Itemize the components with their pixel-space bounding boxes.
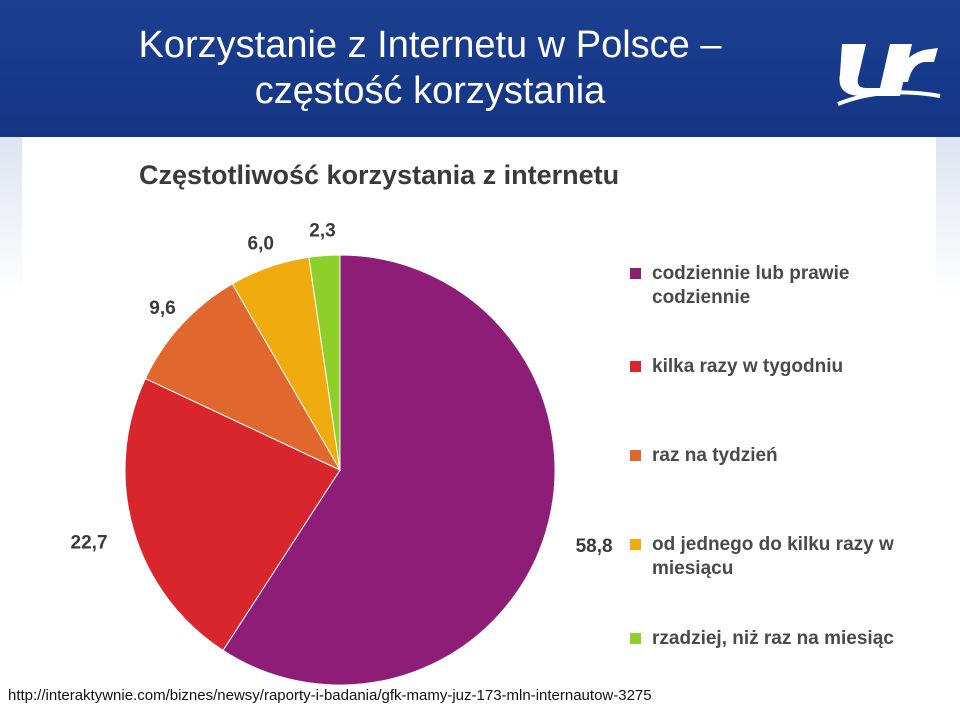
- legend-label-3: raz na tydzień: [652, 445, 778, 466]
- slide-title-line-1: Korzystanie z Internetu w Polsce –: [138, 24, 722, 66]
- legend-swatch-1: [630, 268, 641, 279]
- source-url[interactable]: http://interaktywnie.com/biznes/newsy/ra…: [8, 687, 652, 704]
- slide-title-line-2: częstość korzystania: [254, 70, 606, 112]
- legend-label-2: kilka razy w tygodniu: [652, 356, 844, 377]
- pie-slice-2: [124, 377, 341, 652]
- legend-swatch-5: [630, 633, 641, 644]
- slice-value-label-2: 22,7: [71, 533, 108, 554]
- university-logo-icon: [837, 44, 941, 106]
- pie-slice-3: [144, 283, 342, 472]
- legend-swatch-2: [630, 361, 641, 372]
- slide-header: Korzystanie z Internetu w Polsce – częst…: [0, 0, 960, 137]
- legend-label-5: rzadziej, niż raz na miesiąc: [652, 628, 894, 649]
- slice-value-label-5: 2,3: [309, 221, 335, 242]
- left-edge-decoration: [0, 137, 22, 297]
- legend-swatch-3: [630, 450, 641, 461]
- slice-value-label-4: 6,0: [248, 233, 274, 254]
- pie-slice-5: [308, 254, 341, 471]
- legend-swatch-4: [630, 539, 641, 550]
- slide-title: Korzystanie z Internetu w Polsce – częst…: [60, 22, 800, 114]
- slice-value-label-3: 9,6: [149, 298, 175, 319]
- chart-title: Częstotliwość korzystania z internetu: [139, 160, 620, 190]
- pie-slice-1: [222, 254, 556, 685]
- pie-chart: 58,8 22,7 9,6 6,0 2,3: [71, 221, 613, 685]
- legend-label-1: codziennie lub prawie codziennie: [652, 263, 850, 308]
- chart-area: Częstotliwość korzystania z internetu 58…: [22, 140, 936, 685]
- right-edge-decoration: [936, 137, 960, 297]
- slice-value-label-1: 58,8: [576, 536, 613, 557]
- legend-label-4: od jednego do kilku razy w miesiącu: [652, 534, 894, 579]
